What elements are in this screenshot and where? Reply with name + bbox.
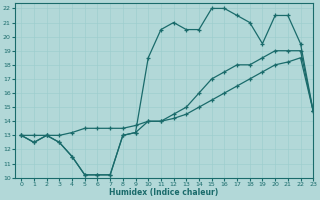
- X-axis label: Humidex (Indice chaleur): Humidex (Indice chaleur): [109, 188, 219, 197]
